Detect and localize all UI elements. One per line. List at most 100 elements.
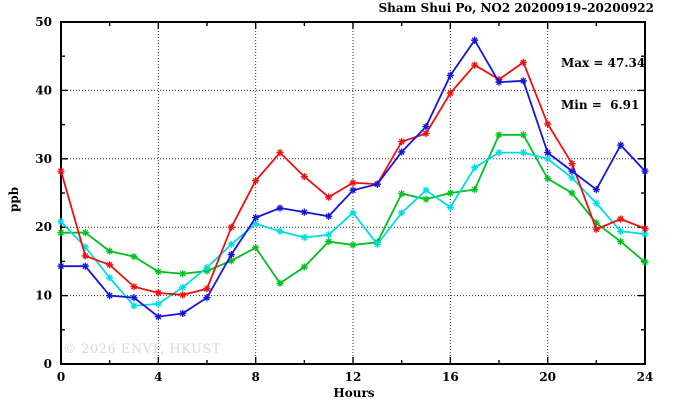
series-cyan-marker <box>227 240 235 248</box>
series-cyan-marker <box>130 302 138 310</box>
y-tick-label: 40 <box>35 83 52 97</box>
series-blue-marker <box>179 309 187 317</box>
series-red-marker <box>568 159 576 168</box>
series-cyan-marker <box>154 300 162 308</box>
series-red-marker <box>227 223 235 231</box>
series-red-marker <box>446 89 454 97</box>
series-blue-marker <box>252 214 260 222</box>
x-tick-label: 4 <box>154 370 162 384</box>
series-green-marker <box>617 237 625 246</box>
chart-title: Sham Shui Po, NO2 20200919–20200922 <box>378 1 655 15</box>
y-tick-label: 10 <box>35 289 52 303</box>
series-cyan-marker <box>422 186 430 194</box>
series-red-marker <box>203 285 211 293</box>
series-red-marker <box>544 120 552 128</box>
series-blue-marker <box>203 294 211 302</box>
series-green-marker <box>398 190 406 198</box>
series-cyan-marker <box>276 227 284 235</box>
series-red-marker <box>130 283 138 291</box>
series-blue-marker <box>617 141 625 149</box>
series-green-marker <box>495 131 503 139</box>
series-red-marker <box>179 291 187 299</box>
series-cyan-marker <box>349 209 357 217</box>
series-red-marker <box>325 193 333 201</box>
series-blue-marker <box>325 212 333 220</box>
series-cyan-marker <box>568 174 576 182</box>
series-blue-marker <box>106 292 114 300</box>
series-green-marker <box>252 244 260 252</box>
series-green-marker <box>57 229 65 237</box>
series-red-marker <box>641 224 649 233</box>
series-green-marker <box>179 270 187 278</box>
y-tick-label: 20 <box>35 220 52 234</box>
series-cyan-marker <box>544 155 552 163</box>
series-red-marker <box>617 215 625 223</box>
series-red-marker <box>592 225 600 233</box>
series-blue-marker <box>81 262 89 270</box>
series-green-marker <box>106 247 114 255</box>
series-red-marker <box>519 58 527 66</box>
series-red-marker <box>276 149 284 157</box>
y-axis-label: ppb <box>7 186 21 212</box>
series-blue-marker <box>349 186 357 194</box>
series-green-marker <box>568 189 576 197</box>
max-value-label: Max = 47.34 <box>561 56 646 70</box>
series-green-marker <box>300 263 308 271</box>
series-cyan-marker <box>495 149 503 157</box>
series-green-marker <box>519 131 527 139</box>
x-tick-label: 0 <box>57 370 65 384</box>
series-blue-marker <box>227 250 235 259</box>
series-green-marker <box>592 219 600 227</box>
series-blue-marker <box>568 167 576 175</box>
x-tick-label: 16 <box>442 370 459 384</box>
series-red-marker <box>81 252 89 260</box>
series-red-marker <box>154 289 162 297</box>
min-value-label: Min = 6.91 <box>561 98 640 112</box>
series-cyan-marker <box>471 164 479 172</box>
series-red-marker <box>106 261 114 269</box>
series-blue-marker <box>398 148 406 156</box>
series-green-marker <box>130 253 138 261</box>
series-cyan-marker <box>373 240 381 248</box>
watermark: © 2026 ENVF, HKUST <box>63 342 221 357</box>
series-blue-marker <box>373 180 381 188</box>
series-cyan-marker <box>252 220 260 228</box>
series-green-marker <box>544 175 552 183</box>
series-green-marker <box>471 185 479 194</box>
series-cyan-marker <box>81 243 89 251</box>
series-blue-marker <box>471 36 479 44</box>
y-tick-label: 30 <box>35 152 52 166</box>
series-green-marker <box>446 189 454 197</box>
series-red-marker <box>57 167 65 175</box>
series-red-marker <box>252 177 260 185</box>
series-blue-marker <box>544 149 552 157</box>
series-blue-marker <box>154 313 162 321</box>
series-blue-marker <box>519 77 527 85</box>
series-blue-marker <box>57 262 65 270</box>
series-red-marker <box>471 61 479 69</box>
series-blue-marker <box>592 185 600 194</box>
series-blue-marker <box>641 167 649 175</box>
x-tick-label: 12 <box>345 370 362 384</box>
x-axis-label: Hours <box>333 386 375 400</box>
series-cyan-marker <box>325 231 333 239</box>
series-cyan-marker <box>519 149 527 157</box>
series-blue-marker <box>276 204 284 212</box>
series-red-marker <box>300 172 308 181</box>
series-cyan-marker <box>300 233 308 242</box>
series-cyan-marker <box>592 199 600 207</box>
series-blue-marker <box>446 71 454 79</box>
series-blue-marker <box>300 208 308 216</box>
series-red-marker <box>349 179 357 187</box>
series-green-marker <box>276 279 284 287</box>
series-green-marker <box>641 258 649 266</box>
x-tick-label: 8 <box>251 370 259 384</box>
series-cyan-marker <box>446 203 454 211</box>
series-cyan-marker <box>179 283 187 291</box>
series-cyan-marker <box>203 263 211 272</box>
series-blue-marker <box>422 123 430 131</box>
series-cyan-marker <box>398 209 406 217</box>
y-tick-label: 50 <box>35 15 52 29</box>
series-cyan-marker <box>617 227 625 235</box>
